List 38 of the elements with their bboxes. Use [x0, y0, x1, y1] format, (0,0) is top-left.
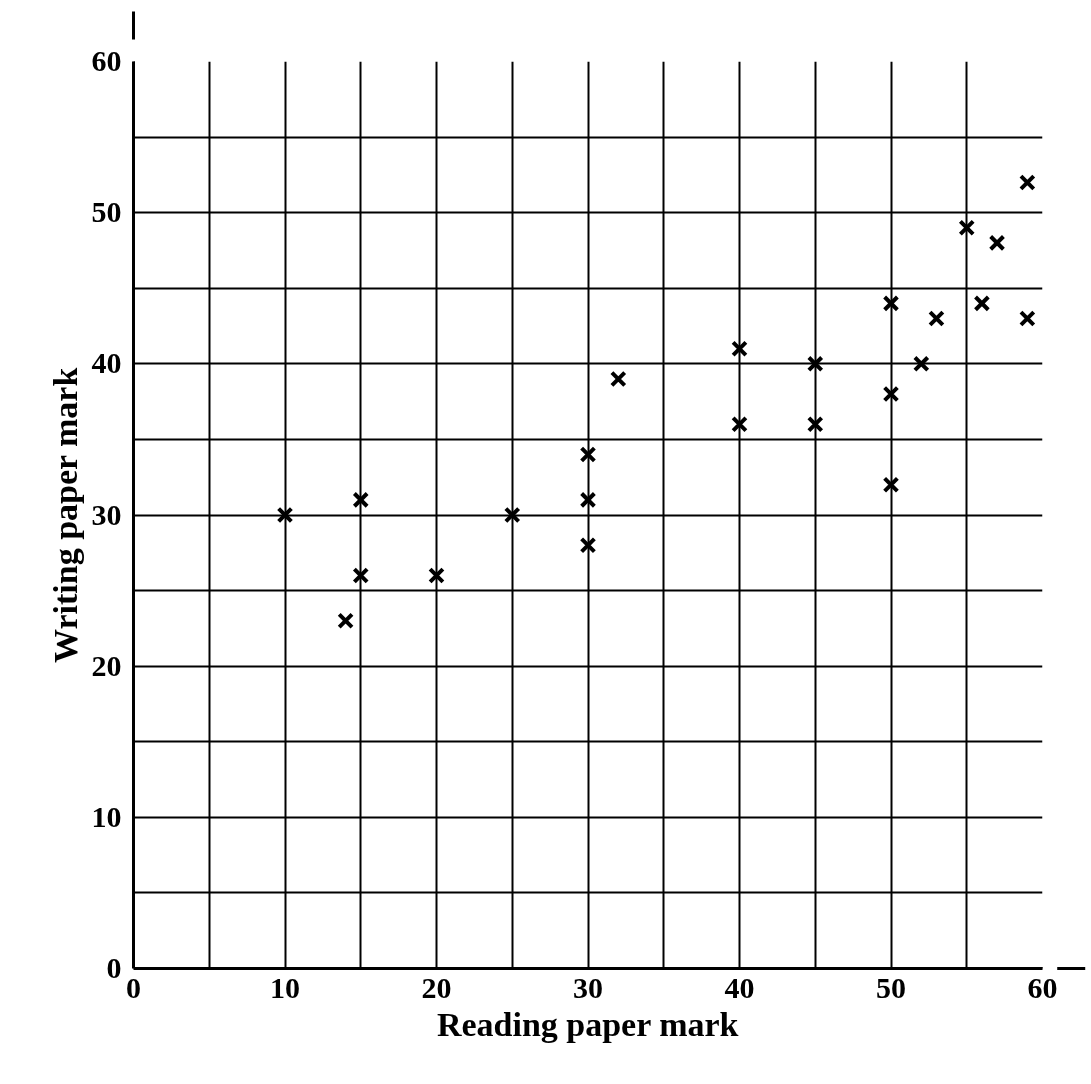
point	[928, 310, 945, 327]
point	[276, 506, 294, 524]
point	[806, 355, 824, 373]
point	[882, 385, 900, 403]
x-tick-label: 20	[421, 970, 452, 1004]
point	[958, 219, 976, 237]
point	[912, 355, 930, 373]
x-tick-label: 10	[270, 970, 300, 1004]
x-axis-title: Reading paper mark	[436, 1005, 739, 1043]
point	[428, 567, 445, 584]
point	[579, 446, 597, 463]
point	[882, 476, 900, 494]
point	[609, 370, 627, 388]
y-tick-label: 60	[91, 44, 122, 77]
point	[973, 295, 991, 312]
point	[731, 340, 748, 358]
point	[352, 567, 370, 584]
point	[503, 506, 521, 524]
point	[882, 295, 900, 312]
y-tick-label: 20	[91, 648, 122, 682]
point	[806, 415, 824, 433]
y-tick-label: 10	[91, 799, 122, 833]
point	[352, 491, 370, 509]
point	[337, 612, 354, 630]
point	[1018, 310, 1036, 327]
x-tick-label: 50	[876, 970, 906, 1004]
point	[579, 491, 597, 509]
y-tick-label: 40	[91, 346, 122, 380]
x-tick-label: 40	[724, 970, 755, 1004]
x-tick-label: 30	[573, 970, 603, 1004]
point	[1018, 174, 1036, 191]
point	[988, 234, 1006, 252]
x-tick-label: 60	[1027, 970, 1058, 1004]
y-tick-label: 30	[91, 497, 122, 531]
y-tick-label: 50	[91, 195, 122, 229]
point	[731, 415, 748, 433]
y-axis-title: Writing paper mark	[46, 367, 84, 663]
point	[579, 536, 597, 554]
